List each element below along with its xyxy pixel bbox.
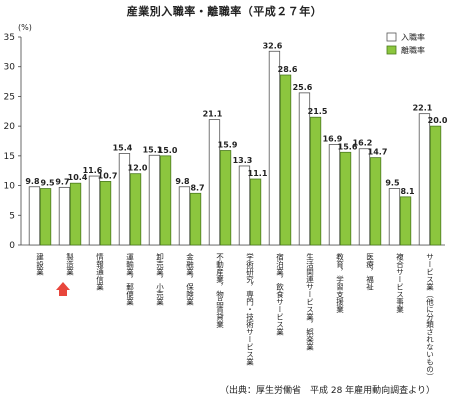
chart-title: 産業別入職率・離職率（平成２７年） (126, 5, 323, 18)
data-label: 15.4 (113, 143, 133, 152)
bar-entry-rate (238, 165, 251, 246)
y-tick-label: 0 (9, 241, 15, 251)
bar-exit-rate (309, 116, 322, 246)
data-label: 21.5 (308, 107, 328, 116)
category-label: 建設業 (35, 252, 44, 277)
bar-exit-rate (429, 125, 442, 246)
data-label: 9.5 (40, 179, 55, 188)
category-label: 宿泊業，飲食サービス業 (275, 252, 284, 337)
data-label: 25.6 (293, 83, 313, 92)
data-label: 9.8 (25, 177, 40, 186)
legend-label: 入職率 (401, 32, 425, 42)
bar-entry-rate (388, 188, 401, 246)
data-label: 13.3 (233, 156, 253, 165)
bar-exit-rate (129, 173, 142, 246)
category-label: 情報通信業 (95, 252, 104, 292)
category-label: 製造業 (65, 252, 74, 277)
y-tick-label: 5 (9, 211, 15, 221)
bar-entry-rate (58, 186, 71, 246)
category-label: 不動産業，物品賃貸業 (215, 253, 224, 329)
data-label: 9.5 (385, 179, 400, 188)
category-label: 卸売業，小売業 (155, 252, 164, 307)
bar-exit-rate (159, 155, 172, 246)
bar-exit-rate (219, 150, 232, 246)
source-note: （出典：厚生労働省 平成 28 年雇用動向調査より） (220, 386, 435, 396)
bar-entry-rate (358, 148, 371, 246)
data-label: 8.7 (190, 183, 204, 192)
data-label: 10.4 (68, 173, 88, 182)
data-label: 15.6 (338, 142, 358, 151)
highlight-arrow-icon (56, 282, 70, 296)
data-label: 21.1 (203, 110, 223, 119)
bar-exit-rate (399, 196, 412, 246)
data-label: 11.6 (83, 166, 103, 175)
data-label: 12.0 (128, 164, 148, 173)
y-tick-label: 25 (4, 92, 15, 102)
data-label: 28.6 (278, 65, 298, 74)
bar-exit-rate (39, 188, 52, 246)
data-label: 15.0 (158, 146, 178, 155)
y-axis-unit: (%) (18, 23, 32, 32)
y-tick-label: 20 (4, 122, 16, 132)
data-label: 22.1 (413, 104, 433, 113)
y-tick-label: 30 (4, 63, 16, 73)
category-label: 教育，学習支援業 (335, 252, 344, 314)
legend-swatch (386, 32, 397, 42)
bar-exit-rate (69, 182, 82, 246)
bar-entry-rate (208, 119, 221, 246)
bar-exit-rate (369, 157, 382, 246)
data-label: 32.6 (263, 41, 283, 50)
data-label: 16.2 (353, 139, 373, 148)
bar-entry-rate (178, 186, 191, 246)
bar-entry-rate (88, 175, 101, 246)
data-label: 9.7 (55, 177, 69, 186)
category-label: 学術研究，専門・技術サービス業 (245, 252, 254, 367)
bar-exit-rate (99, 181, 112, 246)
data-label: 14.7 (368, 148, 388, 157)
bar-entry-rate (328, 144, 341, 246)
data-label: 15.1 (143, 145, 163, 154)
bar-exit-rate (279, 74, 292, 246)
data-label: 10.7 (98, 171, 118, 180)
bar-entry-rate (268, 50, 281, 246)
legend-label: 離職率 (401, 45, 425, 55)
data-label: 15.9 (218, 141, 238, 150)
category-label: 複合サービス事業 (395, 252, 404, 314)
category-label: 金融業，保険業 (185, 252, 194, 307)
data-label: 20.0 (428, 116, 448, 125)
bar-entry-rate (298, 92, 311, 246)
data-label: 11.1 (248, 169, 268, 178)
y-tick-label: 15 (4, 152, 15, 162)
y-tick-label: 35 (4, 33, 15, 43)
data-label: 16.9 (323, 135, 343, 144)
data-label: 9.8 (175, 177, 190, 186)
bar-entry-rate (118, 153, 131, 246)
category-label: 医療，福祉 (365, 253, 374, 292)
y-tick-label: 10 (4, 182, 16, 192)
legend-swatch (386, 45, 397, 55)
category-label: 運輸業，郵便業 (125, 253, 134, 307)
data-label: 8.1 (400, 187, 415, 196)
bar-exit-rate (339, 151, 352, 246)
bar-entry-rate (148, 154, 161, 246)
bar-entry-rate (418, 113, 431, 246)
bar-exit-rate (189, 192, 202, 246)
category-label: サービス業（他に分類されないもの） (425, 253, 434, 380)
bar-exit-rate (249, 178, 262, 246)
bar-entry-rate (28, 186, 41, 246)
category-label: 生活関連サービス業，娯楽業 (305, 252, 314, 352)
